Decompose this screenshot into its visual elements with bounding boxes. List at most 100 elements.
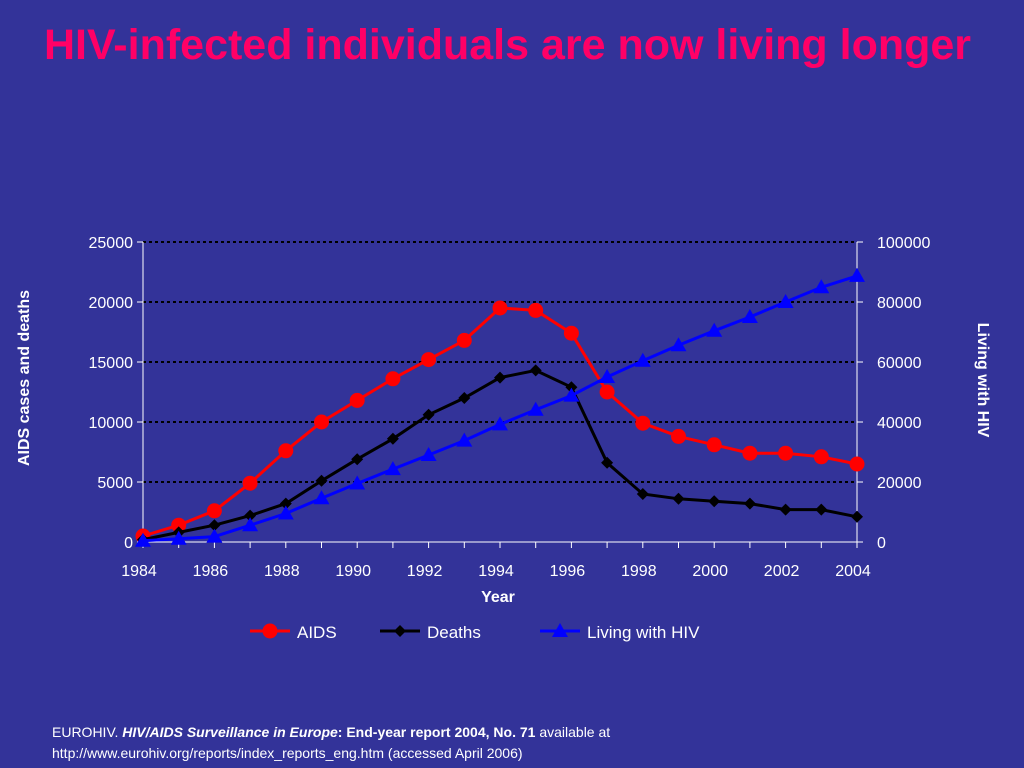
legend-marker-living-with-hiv (552, 623, 568, 637)
y-tick-label-left: 20000 (89, 295, 134, 312)
y-tick-label-right: 100000 (877, 235, 930, 252)
data-point-aids (671, 428, 686, 444)
data-point-deaths (208, 519, 221, 532)
citation-org: EUROHIV. (52, 724, 123, 740)
x-tick-label: 1986 (193, 563, 229, 580)
x-tick-label: 1984 (121, 563, 157, 580)
x-tick-label: 1990 (335, 563, 371, 580)
x-tick-label: 1998 (621, 563, 657, 580)
data-point-aids (421, 352, 437, 368)
x-tick-label: 2002 (764, 563, 800, 580)
data-point-aids (171, 517, 187, 533)
data-point-living-with-hiv (420, 447, 437, 461)
data-point-deaths (815, 503, 828, 516)
data-point-aids (314, 414, 329, 430)
data-point-deaths (279, 497, 292, 510)
data-point-living-with-hiv (456, 432, 473, 447)
legend-item-aids: AIDS (250, 623, 337, 642)
axis-labels: Year AIDS cases and deaths Living with HIV (16, 290, 991, 606)
series-aids (135, 300, 865, 544)
data-point-aids (813, 449, 829, 465)
chart-series (135, 267, 865, 547)
data-point-deaths (422, 408, 435, 421)
legend-label-deaths: Deaths (427, 623, 481, 642)
data-point-aids (849, 456, 865, 472)
y-tick-label-right: 60000 (877, 355, 922, 372)
y-tick-label-right: 80000 (877, 295, 922, 312)
data-point-aids (778, 445, 794, 461)
data-point-living-with-hiv (563, 387, 580, 402)
citation-report: : End-year report 2004, No. 71 (337, 724, 536, 740)
legend-label-aids: AIDS (297, 623, 337, 642)
data-point-aids (206, 503, 222, 519)
x-tick-label: 1988 (264, 563, 300, 580)
data-point-aids (349, 392, 365, 408)
data-point-deaths (565, 381, 578, 394)
legend-item-living-with-hiv: Living with HIV (540, 623, 700, 642)
data-point-living-with-hiv (849, 267, 865, 282)
data-point-deaths (779, 503, 792, 516)
data-point-deaths (743, 497, 756, 510)
citation-publication: HIV/AIDS Surveillance in Europe (122, 724, 338, 740)
data-point-aids (492, 300, 508, 316)
x-tick-label: 1992 (407, 563, 443, 580)
x-tick-label: 2000 (692, 563, 728, 580)
data-point-deaths (708, 495, 721, 508)
data-point-living-with-hiv (813, 279, 830, 294)
data-point-living-with-hiv (527, 401, 544, 416)
legend-item-deaths: Deaths (380, 623, 481, 642)
data-point-living-with-hiv (777, 294, 794, 308)
data-point-deaths (672, 492, 685, 505)
y-axis-title-right: Living with HIV (974, 323, 991, 438)
data-point-living-with-hiv (634, 352, 651, 367)
data-point-living-with-hiv (492, 416, 508, 431)
data-point-deaths (386, 432, 399, 445)
source-citation: EUROHIV. HIV/AIDS Surveillance in Europe… (52, 722, 992, 764)
data-point-living-with-hiv (206, 528, 223, 543)
page-title: HIV-infected individuals are now living … (44, 21, 972, 69)
data-point-living-with-hiv (599, 369, 616, 383)
data-point-deaths (636, 488, 649, 500)
data-point-living-with-hiv (242, 517, 259, 532)
y-tick-label-left: 15000 (89, 355, 134, 372)
data-point-deaths (494, 371, 506, 384)
chart-legend: AIDS Deaths Living with HIV (250, 623, 700, 642)
data-point-living-with-hiv (277, 505, 294, 520)
citation-availability: available at (535, 724, 611, 740)
y-tick-label-right: 20000 (877, 475, 922, 492)
y-tick-label-left: 5000 (97, 475, 133, 492)
data-point-aids (635, 415, 651, 431)
chart-axes: 0 5000 10000 15000 20000 25000 0 20000 40000 6000… (89, 235, 931, 580)
data-point-aids (456, 332, 472, 348)
data-point-living-with-hiv (670, 337, 687, 352)
data-point-aids (242, 475, 258, 491)
data-point-living-with-hiv (135, 532, 151, 547)
data-point-living-with-hiv (349, 475, 366, 490)
series-deaths (137, 364, 863, 546)
data-point-aids (278, 443, 294, 459)
data-point-deaths (351, 453, 364, 466)
y-tick-label-left: 10000 (89, 415, 134, 432)
data-point-deaths (601, 456, 614, 469)
legend-marker-deaths (394, 625, 406, 637)
data-point-living-with-hiv (384, 461, 401, 476)
data-point-living-with-hiv (741, 309, 758, 323)
y-tick-label-left: 25000 (89, 235, 134, 252)
y-axis-title-left: AIDS cases and deaths (16, 290, 33, 466)
data-point-aids (599, 384, 615, 400)
y-tick-label-left: 0 (124, 535, 133, 552)
x-tick-label: 1996 (550, 563, 586, 580)
series-living-with-hiv (135, 267, 865, 547)
data-point-aids (563, 325, 579, 341)
data-point-deaths (244, 509, 257, 522)
x-tick-label: 1994 (478, 563, 514, 580)
data-point-aids (385, 371, 401, 387)
y-tick-label-right: 0 (877, 535, 886, 552)
data-point-deaths (458, 392, 471, 404)
data-point-living-with-hiv (313, 490, 330, 505)
data-point-deaths (315, 474, 328, 487)
x-tick-label: 2004 (835, 563, 871, 580)
x-axis-title: Year (481, 589, 515, 606)
y-tick-label-right: 40000 (877, 415, 922, 432)
